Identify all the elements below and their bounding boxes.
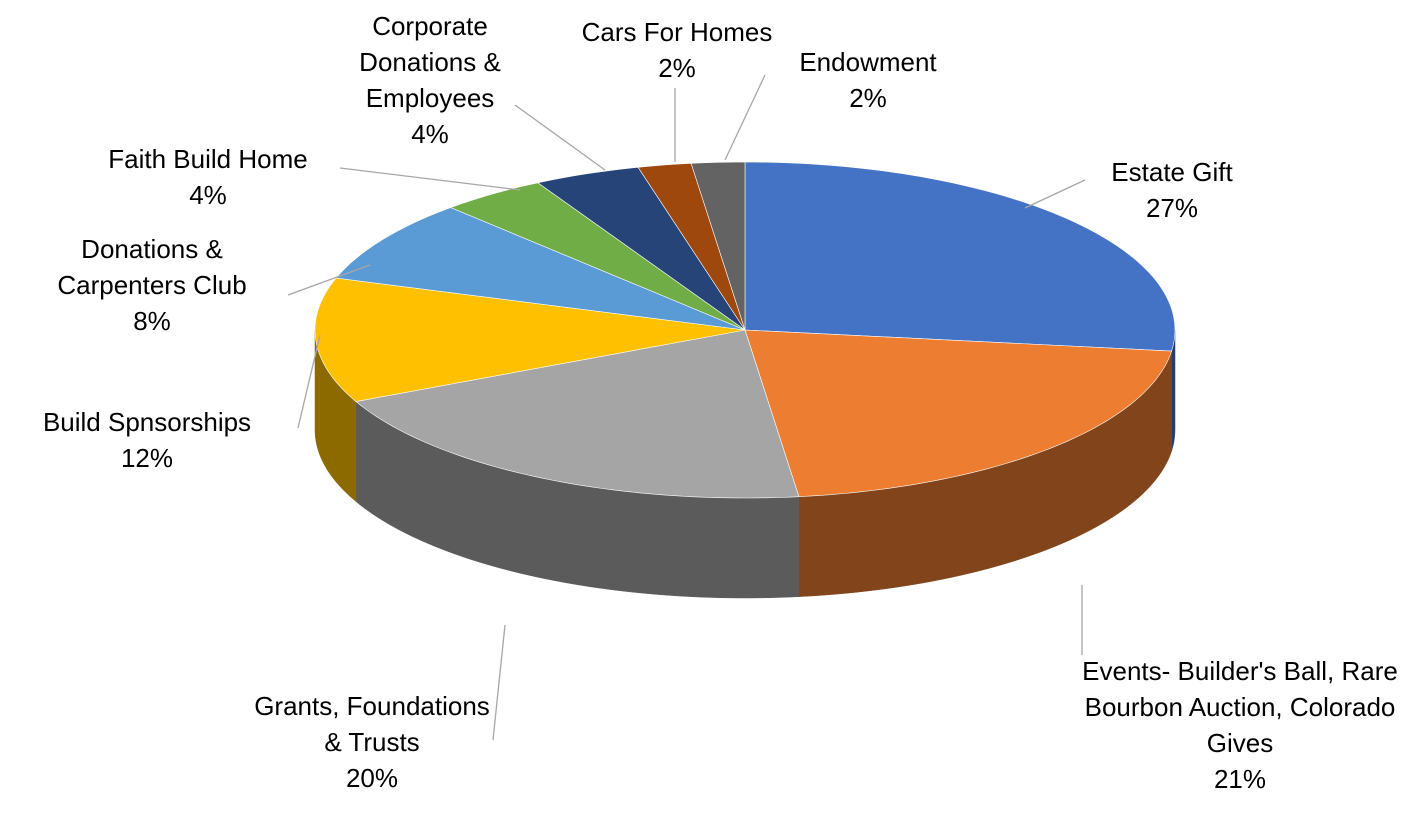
pie-slice	[637, 163, 746, 331]
pie-slice	[537, 166, 746, 331]
value-label: 27%	[1145, 193, 1199, 223]
value-label: 4%	[411, 119, 449, 149]
pie-slice	[744, 161, 1176, 352]
data-label: Donations & Carpenters Club 8%	[17, 231, 287, 339]
data-label: Corporate Donations & Employees 4%	[330, 8, 530, 152]
leader-line	[297, 334, 321, 429]
data-label: Grants, Foundations & Trusts 20%	[252, 688, 492, 796]
value-label: 8%	[133, 306, 171, 336]
category-name: Faith Build Home	[108, 144, 308, 174]
category-name: Estate Gift	[1111, 157, 1233, 187]
pie-slice	[690, 161, 746, 331]
value-label: 2%	[849, 83, 887, 113]
leader-line	[492, 624, 506, 741]
category-name: Events- Builder's Ball, Rare Bourbon Auc…	[1082, 656, 1398, 758]
pie-slice	[335, 207, 746, 331]
data-label: Faith Build Home 4%	[68, 141, 348, 213]
value-label: 21%	[1213, 764, 1267, 794]
pie-slice	[355, 329, 800, 499]
leader-line	[724, 74, 766, 161]
category-name: Build Spnsorships	[42, 407, 252, 437]
value-label: 20%	[345, 763, 399, 793]
data-label: Cars For Homes 2%	[547, 14, 807, 86]
category-name: Donations & Carpenters Club	[57, 234, 247, 300]
leader-line	[514, 104, 606, 171]
data-label: Estate Gift 27%	[1072, 154, 1272, 226]
category-name: Corporate Donations & Employees	[359, 11, 501, 113]
leader-line	[1024, 179, 1086, 209]
data-label: Events- Builder's Ball, Rare Bourbon Auc…	[1070, 653, 1410, 797]
data-label: Endowment 2%	[768, 44, 968, 116]
category-name: Grants, Foundations & Trusts	[254, 691, 490, 757]
pie-slice	[314, 277, 746, 402]
value-label: 2%	[658, 53, 696, 83]
value-label: 12%	[120, 443, 174, 473]
leader-line	[287, 264, 371, 296]
leader-line	[339, 167, 521, 191]
category-name: Cars For Homes	[581, 17, 773, 47]
pie-slice	[449, 182, 746, 331]
data-label: Build Spnsorships 12%	[0, 404, 297, 476]
pie-slice	[744, 329, 1173, 497]
value-label: 4%	[189, 180, 227, 210]
category-name: Endowment	[799, 47, 937, 77]
